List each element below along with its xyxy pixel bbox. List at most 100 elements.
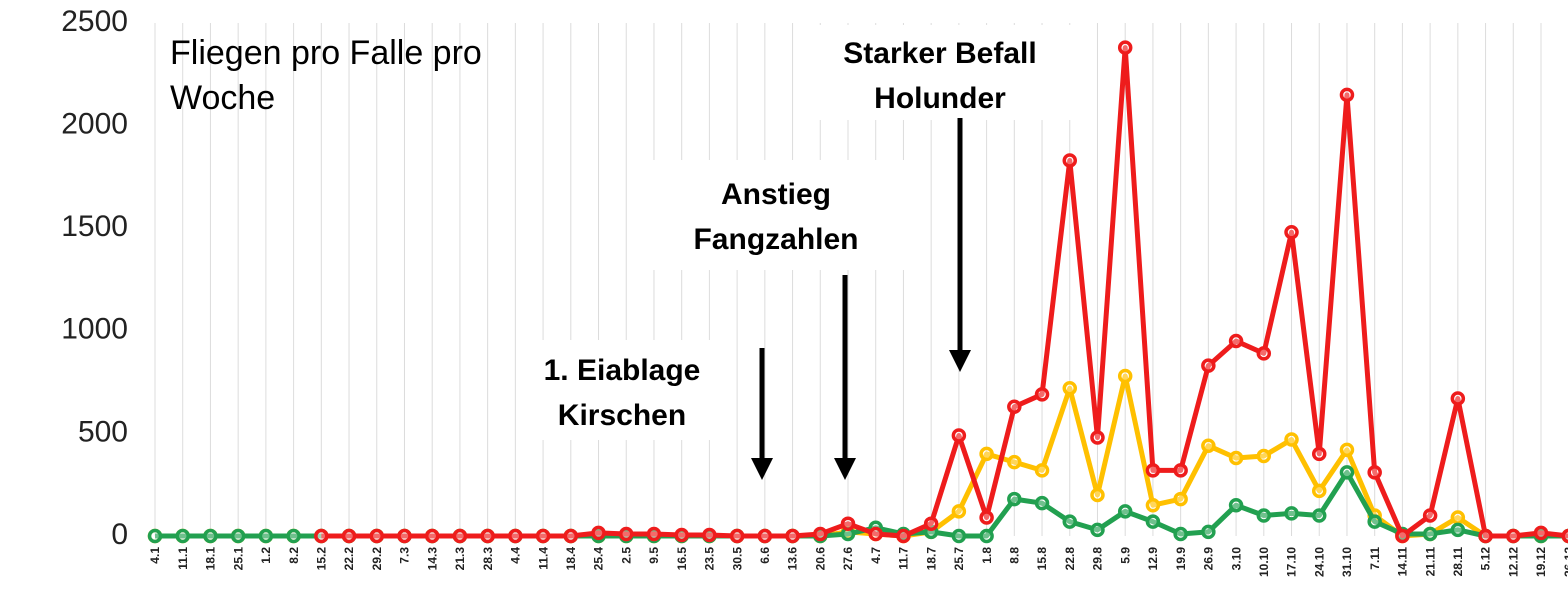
arrow-head (949, 350, 971, 372)
data-point (314, 528, 329, 544)
x-tick-label: 21.11 (1423, 547, 1437, 577)
x-tick-label: 28.11 (1451, 547, 1465, 577)
annotation: Fliegen pro Falle pro (170, 34, 482, 72)
annotation: Kirschen (558, 399, 686, 432)
x-tick-label: 7.3 (398, 547, 412, 564)
data-point (1450, 522, 1466, 538)
x-tick-label: 2.5 (619, 547, 633, 564)
annotation: Holunder (874, 82, 1006, 115)
data-point (1201, 524, 1216, 540)
x-tick-label: 5.12 (1479, 547, 1493, 571)
x-tick-label: 25.1 (231, 547, 245, 571)
data-point (1173, 463, 1188, 478)
x-tick-label: 6.6 (758, 547, 772, 564)
x-tick-label: 1.8 (980, 547, 994, 564)
annotation: Woche (170, 79, 275, 117)
data-point (1145, 463, 1161, 478)
data-point (1117, 40, 1133, 55)
x-tick-label: 18.4 (564, 547, 578, 571)
data-point (923, 516, 939, 531)
x-tick-label: 19.9 (1174, 547, 1188, 571)
data-point (1034, 387, 1050, 402)
data-point (1173, 526, 1188, 542)
data-point (1533, 525, 1549, 541)
annotation-box (805, 25, 1075, 120)
x-tick-label: 28.3 (481, 547, 495, 571)
x-tick-label: 22.2 (342, 547, 356, 571)
data-point (1284, 506, 1299, 521)
x-tick-label: 8.8 (1007, 547, 1021, 564)
data-point (951, 528, 967, 544)
data-point (1422, 526, 1438, 542)
x-tick-label: 4.7 (869, 547, 883, 564)
data-point (702, 527, 717, 543)
x-tick-label: 8.2 (287, 547, 301, 564)
data-point (286, 528, 301, 544)
x-tick-label: 13.6 (786, 547, 800, 571)
annotation-box (640, 160, 912, 270)
data-point (1311, 483, 1327, 499)
data-point (1145, 497, 1161, 513)
data-point (868, 526, 883, 542)
data-point (591, 525, 606, 541)
data-point (535, 528, 551, 544)
x-tick-label: 14.11 (1396, 547, 1410, 577)
arrow-head (751, 458, 773, 480)
data-point (1422, 508, 1438, 523)
data-point (785, 528, 800, 544)
data-point (1201, 358, 1216, 373)
x-tick-label: 18.1 (204, 547, 218, 571)
x-tick-label: 31.10 (1340, 547, 1354, 577)
x-tick-label: 9.5 (647, 547, 661, 564)
x-tick-label: 22.8 (1063, 547, 1077, 571)
data-point (951, 504, 967, 519)
data-point (1090, 430, 1105, 445)
data-point (1284, 225, 1299, 240)
data-point (840, 516, 856, 531)
x-tick-label: 1.2 (259, 547, 273, 564)
data-point (369, 528, 385, 544)
data-point (341, 528, 357, 544)
y-tick-label: 0 (111, 518, 128, 551)
data-point (1478, 528, 1493, 544)
data-point (1395, 528, 1410, 544)
y-tick-label: 1000 (61, 313, 128, 346)
data-point (1062, 153, 1078, 168)
data-point (147, 528, 163, 544)
data-point (618, 526, 634, 542)
data-point (757, 528, 773, 544)
data-point (1228, 497, 1244, 513)
data-point (979, 510, 994, 525)
x-tick-label: 29.8 (1091, 547, 1105, 571)
data-point (203, 528, 218, 544)
data-point (979, 446, 994, 462)
y-tick-label: 500 (78, 415, 128, 448)
data-point (1034, 463, 1050, 478)
data-point (1007, 491, 1022, 507)
data-point (508, 528, 523, 544)
data-point (1228, 333, 1244, 349)
data-point (1339, 442, 1355, 458)
x-tick-label: 10.10 (1257, 547, 1271, 577)
data-point (729, 528, 745, 544)
data-point (397, 528, 412, 544)
data-point (424, 528, 440, 544)
data-point (452, 528, 468, 544)
data-point (480, 528, 495, 544)
x-tick-label: 14.3 (425, 547, 439, 571)
data-point (1145, 514, 1161, 529)
x-tick-label: 29.2 (370, 547, 384, 571)
data-point (563, 528, 579, 544)
x-tick-label: 12.9 (1146, 547, 1160, 571)
data-point (1228, 450, 1244, 466)
data-point (896, 528, 911, 544)
data-point (1367, 514, 1382, 529)
data-point (1062, 381, 1078, 396)
x-tick-label: 25.7 (952, 547, 966, 571)
series-line (321, 45, 1568, 539)
y-tick-label: 1500 (61, 210, 128, 243)
x-tick-label: 26.9 (1202, 547, 1216, 571)
x-tick-label: 25.4 (592, 547, 606, 571)
data-point (1339, 87, 1355, 103)
